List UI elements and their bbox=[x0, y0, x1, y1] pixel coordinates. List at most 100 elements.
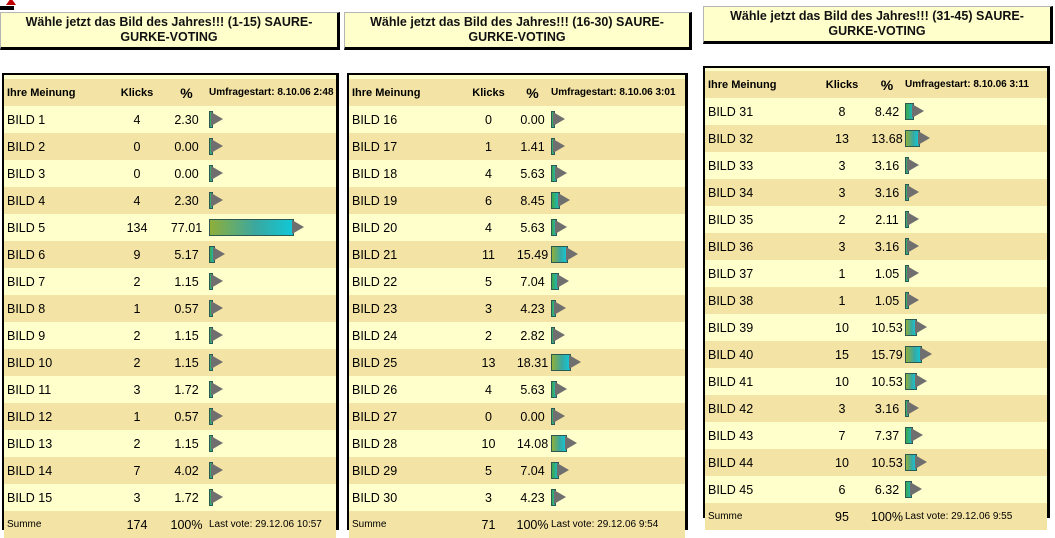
option-name: BILD 40 bbox=[708, 347, 754, 362]
table-row[interactable]: BILD 33 3 3.16 bbox=[705, 152, 1047, 179]
bar-arrow-icon bbox=[907, 212, 919, 226]
bar-arrow-icon bbox=[907, 158, 919, 172]
table-row[interactable]: BILD 20 4 5.63 bbox=[349, 214, 685, 241]
bar-arrow-icon bbox=[553, 328, 565, 342]
column-header-name: Ihre Meinung bbox=[352, 86, 421, 99]
table-row[interactable]: BILD 36 3 3.16 bbox=[705, 233, 1047, 260]
bar-arrow-icon bbox=[915, 374, 927, 388]
option-name: BILD 1 bbox=[7, 112, 46, 127]
option-name: BILD 44 bbox=[708, 455, 754, 470]
option-name: BILD 22 bbox=[352, 274, 398, 289]
bar-arrow-icon bbox=[557, 463, 569, 477]
result-bar-cell bbox=[209, 403, 337, 430]
table-row[interactable]: BILD 34 3 3.16 bbox=[705, 179, 1047, 206]
result-bar-cell bbox=[551, 457, 686, 484]
table-row[interactable]: BILD 41 10 10.53 bbox=[705, 368, 1047, 395]
option-klicks: 4 bbox=[133, 112, 141, 127]
table-row[interactable]: BILD 37 1 1.05 bbox=[705, 260, 1047, 287]
table-row[interactable]: BILD 28 10 14.08 bbox=[349, 430, 685, 457]
result-bar bbox=[209, 219, 294, 236]
table-row[interactable]: BILD 2 0 0.00 bbox=[4, 133, 336, 160]
bar-arrow-icon bbox=[211, 436, 223, 450]
table-row[interactable]: BILD 16 0 0.00 bbox=[349, 106, 685, 133]
table-row[interactable]: BILD 19 6 8.45 bbox=[349, 187, 685, 214]
result-bar-cell bbox=[551, 322, 686, 349]
table-row[interactable]: BILD 43 7 7.37 bbox=[705, 422, 1047, 449]
bar-arrow-icon bbox=[553, 409, 565, 423]
result-bar-cell bbox=[209, 268, 337, 295]
table-row[interactable]: BILD 30 3 4.23 bbox=[349, 484, 685, 511]
sum-label: Summe bbox=[708, 511, 743, 522]
table-row[interactable]: BILD 18 4 5.63 bbox=[349, 160, 685, 187]
table-row[interactable]: BILD 10 2 1.15 bbox=[4, 349, 336, 376]
result-bar-cell bbox=[905, 287, 1049, 314]
table-row[interactable]: BILD 6 9 5.17 bbox=[4, 241, 336, 268]
table-row[interactable]: BILD 42 3 3.16 bbox=[705, 395, 1047, 422]
sum-klicks: 174 bbox=[126, 517, 148, 532]
option-name: BILD 13 bbox=[7, 436, 53, 451]
table-row[interactable]: BILD 38 1 1.05 bbox=[705, 287, 1047, 314]
option-name: BILD 36 bbox=[708, 239, 754, 254]
option-klicks: 0 bbox=[485, 409, 492, 424]
table-row[interactable]: BILD 12 1 0.57 bbox=[4, 403, 336, 430]
option-percent: 15.49 bbox=[516, 247, 549, 262]
table-row[interactable]: BILD 8 1 0.57 bbox=[4, 295, 336, 322]
table-row[interactable]: BILD 25 13 18.31 bbox=[349, 349, 685, 376]
table-row[interactable]: BILD 21 11 15.49 bbox=[349, 241, 685, 268]
result-bar-cell bbox=[905, 233, 1049, 260]
result-bar-cell bbox=[551, 403, 686, 430]
table-row[interactable]: BILD 15 3 1.72 bbox=[4, 484, 336, 511]
option-name: BILD 5 bbox=[7, 220, 46, 235]
option-name: BILD 12 bbox=[7, 409, 53, 424]
option-percent: 7.04 bbox=[520, 463, 545, 478]
table-row[interactable]: BILD 40 15 15.79 bbox=[705, 341, 1047, 368]
table-row[interactable]: BILD 31 8 8.42 bbox=[705, 98, 1047, 125]
table-header-row: Ihre Meinung Klicks% Umfragestart: 8.10.06… bbox=[349, 79, 685, 106]
table-footer-row: Summe 174 100% Last vote: 29.12.06 10:57 bbox=[4, 511, 336, 538]
table-row[interactable]: BILD 7 2 1.15 bbox=[4, 268, 336, 295]
table-row[interactable]: BILD 39 10 10.53 bbox=[705, 314, 1047, 341]
table-row[interactable]: BILD 13 2 1.15 bbox=[4, 430, 336, 457]
table-row[interactable]: BILD 14 7 4.02 bbox=[4, 457, 336, 484]
bar-arrow-icon bbox=[907, 293, 919, 307]
poll-title: Wähle jetzt das Bild des Jahres!!! (1-15… bbox=[0, 12, 340, 50]
table-row[interactable]: BILD 45 6 6.32 bbox=[705, 476, 1047, 503]
option-percent: 7.04 bbox=[520, 274, 545, 289]
option-name: BILD 6 bbox=[7, 247, 46, 262]
table-row[interactable]: BILD 11 3 1.72 bbox=[4, 376, 336, 403]
table-row[interactable]: BILD 1 4 2.30 bbox=[4, 106, 336, 133]
table-row[interactable]: BILD 3 0 0.00 bbox=[4, 160, 336, 187]
option-klicks: 9 bbox=[133, 247, 141, 262]
table-row[interactable]: BILD 5 134 77.01 bbox=[4, 214, 336, 241]
option-percent: 2.30 bbox=[174, 193, 199, 208]
result-bar-cell bbox=[209, 133, 337, 160]
table-row[interactable]: BILD 22 5 7.04 bbox=[349, 268, 685, 295]
option-name: BILD 15 bbox=[7, 490, 53, 505]
table-row[interactable]: BILD 23 3 4.23 bbox=[349, 295, 685, 322]
table-row[interactable]: BILD 26 4 5.63 bbox=[349, 376, 685, 403]
table-row[interactable]: BILD 27 0 0.00 bbox=[349, 403, 685, 430]
option-klicks: 3 bbox=[838, 158, 846, 173]
sum-label: Summe bbox=[352, 519, 387, 530]
option-klicks: 3 bbox=[485, 490, 492, 505]
option-klicks: 11 bbox=[482, 247, 495, 262]
table-row[interactable]: BILD 24 2 2.82 bbox=[349, 322, 685, 349]
bar-arrow-icon bbox=[211, 301, 223, 315]
bar-arrow-icon bbox=[211, 463, 223, 477]
option-percent: 5.17 bbox=[174, 247, 199, 262]
result-bar-cell bbox=[551, 214, 686, 241]
option-percent: 2.11 bbox=[875, 212, 899, 227]
bar-arrow-icon bbox=[553, 112, 565, 126]
result-bar-cell bbox=[905, 395, 1049, 422]
table-row[interactable]: BILD 4 4 2.30 bbox=[4, 187, 336, 214]
option-klicks: 2 bbox=[485, 328, 492, 343]
table-row[interactable]: BILD 35 2 2.11 bbox=[705, 206, 1047, 233]
result-bar-cell bbox=[551, 241, 686, 268]
table-row[interactable]: BILD 29 5 7.04 bbox=[349, 457, 685, 484]
poll-title: Wähle jetzt das Bild des Jahres!!! (16-3… bbox=[344, 12, 692, 50]
result-bar-cell bbox=[209, 349, 337, 376]
table-row[interactable]: BILD 17 1 1.41 bbox=[349, 133, 685, 160]
table-row[interactable]: BILD 9 2 1.15 bbox=[4, 322, 336, 349]
table-row[interactable]: BILD 44 10 10.53 bbox=[705, 449, 1047, 476]
table-row[interactable]: BILD 32 13 13.68 bbox=[705, 125, 1047, 152]
